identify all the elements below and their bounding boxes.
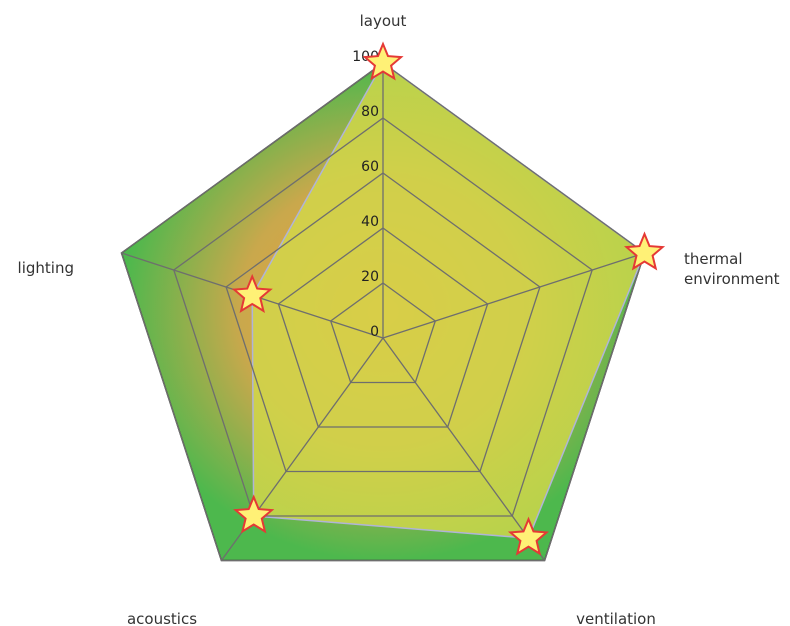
axis-label-thermal-environment: thermal environment bbox=[684, 250, 780, 288]
markers-layer bbox=[231, 41, 666, 556]
axis-labels: layout thermal environment ventilation acous… bbox=[18, 12, 780, 626]
axis-label-layout: layout bbox=[360, 12, 407, 30]
tick-label-60: 60 bbox=[361, 159, 379, 175]
star-marker-ventilation bbox=[507, 516, 549, 556]
star-marker-layout bbox=[362, 41, 404, 81]
star-marker-thermal-environment bbox=[624, 231, 666, 271]
tick-labels: 020406080100 bbox=[352, 49, 379, 340]
grid-ring-80 bbox=[173, 117, 593, 517]
grid-ring-100 bbox=[120, 62, 646, 562]
grid-ring-40 bbox=[277, 227, 489, 428]
tick-label-20: 20 bbox=[361, 269, 379, 285]
star-marker-acoustics bbox=[233, 494, 275, 534]
grid-ring-60 bbox=[225, 172, 541, 473]
tick-label-80: 80 bbox=[361, 104, 379, 120]
axis-label-acoustics: acoustics bbox=[127, 610, 197, 626]
axis-label-ventilation: ventilation bbox=[576, 610, 656, 626]
spoke-ventilation bbox=[382, 337, 546, 561]
tick-label-0: 0 bbox=[370, 324, 379, 340]
grid-layer bbox=[120, 62, 646, 562]
axis-label-lighting: lighting bbox=[18, 259, 74, 277]
tick-label-40: 40 bbox=[361, 214, 379, 230]
spoke-thermal-environment bbox=[382, 252, 645, 339]
star-marker-lighting bbox=[231, 273, 273, 314]
grid-ring-20 bbox=[329, 282, 437, 384]
